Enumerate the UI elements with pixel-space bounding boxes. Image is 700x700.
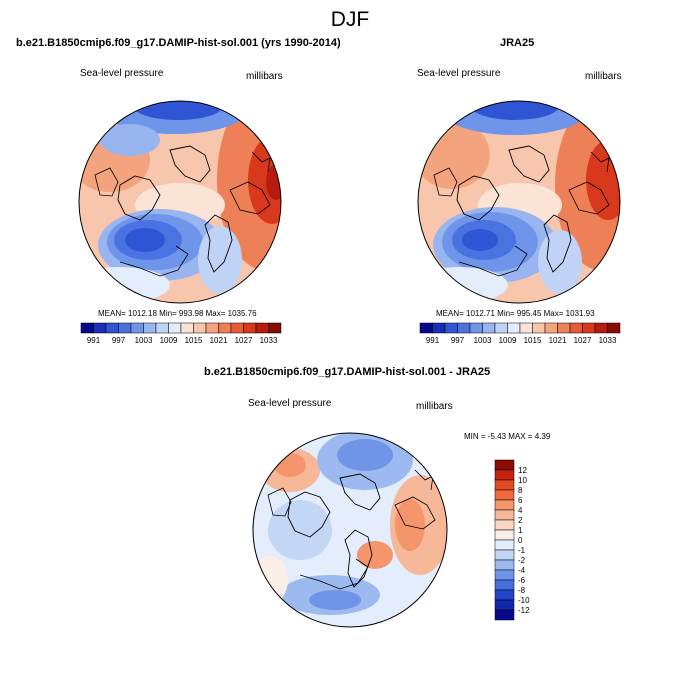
obs-colorbar-swatch	[519, 322, 533, 334]
obs-colorbar-swatch	[569, 322, 583, 334]
obs-stats: MEAN= 1012.71 Min= 995.45 Max= 1031.93	[436, 309, 595, 318]
model-colorbar-tick-label: 1003	[135, 336, 153, 345]
obs-colorbar-swatch	[557, 322, 571, 334]
obs-colorbar-tick-label: 1003	[474, 336, 492, 345]
diff-colorbar-swatch	[494, 559, 515, 571]
obs-colorbar: 991 997 1003 1009 1015 1021 1027 1033	[419, 322, 621, 345]
diff-colorbar-swatch	[494, 589, 515, 601]
model-colorbar-tick-label: 991	[87, 336, 101, 345]
diff-colorbar-swatch	[494, 499, 515, 511]
diff-colorbar-swatch	[494, 479, 515, 491]
obs-colorbar-swatch	[469, 322, 483, 334]
diff-colorbar-tick-label: 8	[518, 486, 523, 495]
model-colorbar-swatch	[118, 322, 132, 334]
diff-colorbar-swatch	[494, 579, 515, 591]
model-colorbar-swatch	[255, 322, 269, 334]
obs-units-label: millibars	[585, 71, 622, 82]
diff-colorbar-swatch	[494, 489, 515, 501]
model-colorbar-swatch	[155, 322, 169, 334]
obs-colorbar-swatch	[494, 322, 508, 334]
diff-colorbar-swatch	[494, 539, 515, 551]
model-colorbar-swatch	[105, 322, 119, 334]
diff-colorbar-tick-label: -1	[518, 546, 526, 555]
obs-colorbar-tick-label: 1021	[549, 336, 567, 345]
obs-colorbar-swatch	[607, 322, 621, 334]
model-panel-title: b.e21.B1850cmip6.f09_g17.DAMIP-hist-sol.…	[16, 37, 341, 49]
diff-colorbar-tick-label: -6	[518, 576, 526, 585]
model-colorbar-swatch	[168, 322, 182, 334]
diff-colorbar-swatch	[494, 609, 515, 621]
diff-variable-label: Sea-level pressure	[248, 398, 332, 409]
diff-colorbar-tick-label: -2	[518, 556, 526, 565]
diff-stats: MIN = -5.43 MAX = 4.39	[464, 432, 551, 441]
diff-colorbar-swatch	[494, 469, 515, 481]
model-units-label: millibars	[246, 71, 283, 82]
diff-colorbar-swatch	[494, 569, 515, 581]
diff-colorbar-tick-label: -8	[518, 586, 526, 595]
model-colorbar-swatch	[143, 322, 157, 334]
diff-colorbar-swatch	[494, 459, 515, 471]
model-colorbar-swatch	[205, 322, 219, 334]
diff-colorbar-tick-label: 6	[518, 496, 523, 505]
obs-colorbar-swatch	[444, 322, 458, 334]
model-colorbar-tick-label: 1033	[260, 336, 278, 345]
obs-colorbar-swatch	[594, 322, 608, 334]
diff-slp-map	[252, 432, 448, 628]
diff-colorbar-swatch	[494, 519, 515, 531]
model-colorbar-swatch	[130, 322, 144, 334]
obs-panel-title: JRA25	[500, 37, 535, 49]
model-colorbar-swatch	[218, 322, 232, 334]
obs-colorbar-tick-label: 1033	[599, 336, 617, 345]
obs-colorbar-swatch	[544, 322, 558, 334]
obs-variable-label: Sea-level pressure	[417, 68, 501, 79]
model-colorbar-tick-label: 1027	[235, 336, 253, 345]
diff-colorbar-tick-label: -10	[518, 596, 530, 605]
obs-colorbar-tick-label: 997	[451, 336, 465, 345]
model-colorbar-swatch	[180, 322, 194, 334]
diff-colorbar-tick-label: -4	[518, 566, 526, 575]
obs-colorbar-swatch	[457, 322, 471, 334]
model-slp-map	[78, 100, 282, 304]
model-colorbar: 991 997 1003 1009 1015 1021 1027 1033	[80, 322, 282, 345]
model-colorbar-tick-label: 997	[112, 336, 126, 345]
model-colorbar-swatch	[268, 322, 282, 334]
diff-colorbar-tick-label: 4	[518, 506, 523, 515]
diff-colorbar-swatch	[494, 509, 515, 521]
model-colorbar-swatch	[230, 322, 244, 334]
model-colorbar-tick-label: 1009	[160, 336, 178, 345]
model-colorbar-swatch	[243, 322, 257, 334]
diff-units-label: millibars	[416, 401, 453, 412]
diff-colorbar-tick-label: 1	[518, 526, 523, 535]
model-colorbar-swatch	[80, 322, 94, 334]
model-colorbar-tick-label: 1015	[185, 336, 203, 345]
diff-colorbar-swatch	[494, 529, 515, 541]
diff-panel-title: b.e21.B1850cmip6.f09_g17.DAMIP-hist-sol.…	[204, 366, 491, 378]
figure-title: DJF	[330, 8, 370, 31]
model-stats: MEAN= 1012.18 Min= 993.98 Max= 1035.76	[98, 309, 257, 318]
obs-colorbar-swatch	[582, 322, 596, 334]
diff-colorbar-swatch	[494, 599, 515, 611]
diff-colorbar-swatch	[494, 549, 515, 561]
obs-colorbar-tick-label: 991	[426, 336, 440, 345]
obs-colorbar-tick-label: 1027	[574, 336, 592, 345]
diff-colorbar-tick-label: 10	[518, 476, 527, 485]
obs-colorbar-tick-label: 1015	[524, 336, 542, 345]
obs-colorbar-swatch	[532, 322, 546, 334]
obs-colorbar-swatch	[419, 322, 433, 334]
diff-colorbar-tick-label: 2	[518, 516, 523, 525]
obs-slp-map	[417, 100, 621, 304]
obs-colorbar-swatch	[432, 322, 446, 334]
obs-colorbar-swatch	[482, 322, 496, 334]
obs-colorbar-tick-label: 1009	[499, 336, 517, 345]
obs-colorbar-swatch	[507, 322, 521, 334]
model-colorbar-swatch	[93, 322, 107, 334]
model-colorbar-swatch	[193, 322, 207, 334]
diff-colorbar-tick-label: 0	[518, 536, 523, 545]
diff-colorbar-tick-label: -12	[518, 606, 530, 615]
diff-colorbar-tick-label: 12	[518, 466, 527, 475]
model-colorbar-tick-label: 1021	[210, 336, 228, 345]
model-variable-label: Sea-level pressure	[80, 68, 164, 79]
